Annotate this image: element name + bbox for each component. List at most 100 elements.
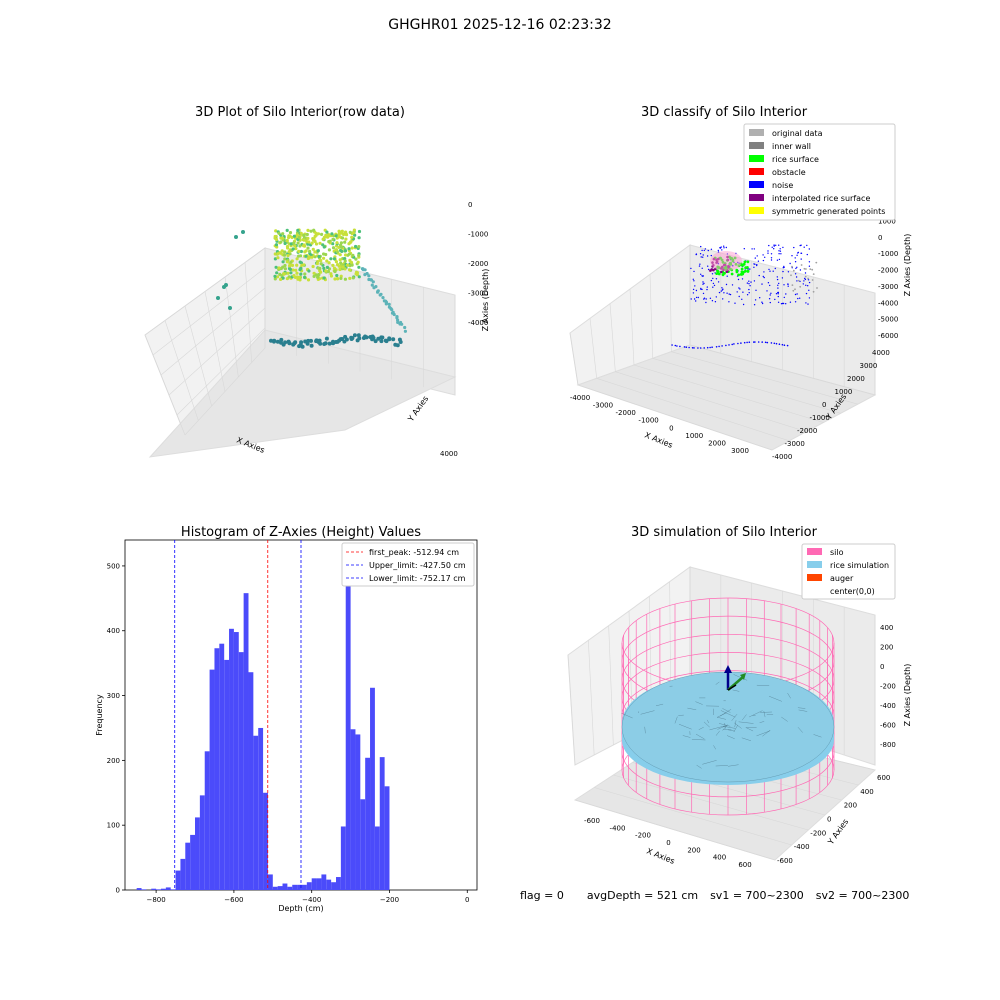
rice-mesh-line xyxy=(745,727,754,732)
noise-point xyxy=(676,345,678,347)
noise-point xyxy=(699,253,702,255)
raw-ztick: -2000 xyxy=(468,260,488,268)
noise-point xyxy=(703,249,705,252)
noise-point xyxy=(725,246,727,249)
simulation-3d-panel: 3D simulation of Silo Interior -600-400-… xyxy=(567,525,912,869)
noise-point xyxy=(762,259,765,262)
histogram-legend xyxy=(341,542,475,587)
noise-point xyxy=(748,341,751,343)
noise-point xyxy=(748,288,750,291)
raw-point xyxy=(327,341,332,346)
raw-point xyxy=(390,308,394,312)
rice-surface-point xyxy=(746,266,749,269)
rice-mesh-line xyxy=(727,729,735,732)
raw-point xyxy=(325,230,329,234)
legend-swatch xyxy=(749,168,764,175)
noise-point xyxy=(702,254,704,256)
rice-mesh-line xyxy=(715,730,720,736)
histogram-bar xyxy=(233,632,239,890)
original-point xyxy=(807,277,809,280)
noise-point xyxy=(706,255,709,257)
rice-mesh-line xyxy=(713,745,716,750)
noise-point xyxy=(695,289,698,292)
raw-point xyxy=(287,250,291,254)
noise-point xyxy=(780,253,782,255)
noise-point xyxy=(771,246,773,248)
raw-point xyxy=(281,232,285,236)
raw-point xyxy=(276,252,280,256)
noise-point xyxy=(799,297,801,299)
noise-point xyxy=(800,252,802,254)
noise-point xyxy=(738,295,740,298)
rice-mesh-line xyxy=(741,737,752,741)
raw-point xyxy=(367,274,371,278)
histogram-bar xyxy=(214,648,220,890)
noise-point xyxy=(804,272,807,274)
raw-point xyxy=(316,249,320,253)
simulation-xtick: 200 xyxy=(687,846,700,854)
noise-point xyxy=(741,298,743,300)
noise-point xyxy=(758,274,760,277)
raw-point xyxy=(380,335,385,340)
rice-mesh-line xyxy=(797,707,806,709)
noise-point xyxy=(806,244,808,247)
noise-point xyxy=(756,255,758,257)
noise-point xyxy=(691,347,694,349)
noise-point xyxy=(807,303,809,305)
raw-point xyxy=(310,255,314,259)
classify-yticks: -4000 -3000 -2000 -1000 0 1000 2000 3000 4000 xyxy=(772,349,890,461)
noise-point xyxy=(721,289,724,291)
noise-point xyxy=(756,264,758,267)
noise-point xyxy=(787,271,790,273)
rice-mesh-line xyxy=(728,764,739,767)
noise-point xyxy=(733,343,735,345)
noise-point xyxy=(695,296,698,299)
noise-point xyxy=(767,252,769,254)
noise-point xyxy=(695,300,697,302)
noise-point xyxy=(712,277,714,280)
raw-point xyxy=(279,240,283,244)
original-point xyxy=(799,285,802,288)
noise-point xyxy=(710,248,713,250)
raw-point xyxy=(309,343,314,348)
grid-line xyxy=(594,787,792,846)
raw-ztick: 0 xyxy=(468,201,472,209)
raw-point xyxy=(371,335,376,340)
raw-point xyxy=(357,236,361,240)
noise-point xyxy=(766,341,769,344)
raw-point xyxy=(371,280,375,284)
grid-line xyxy=(649,274,653,359)
raw-point xyxy=(396,320,400,324)
noise-point xyxy=(753,248,755,250)
noise-point xyxy=(755,289,757,291)
raw-point xyxy=(338,258,342,262)
noise-point xyxy=(793,246,795,249)
histogram-plot-area: −800 −600 −400 −200 0 0 100 200 300 400 500 first_p… xyxy=(107,539,478,904)
raw-point xyxy=(289,271,293,275)
raw-point xyxy=(283,250,287,254)
legend-swatch xyxy=(749,142,764,149)
raw-point xyxy=(352,228,356,232)
noise-point xyxy=(736,291,738,293)
histogram-bar xyxy=(331,882,336,890)
raw-ztick: -4000 xyxy=(468,319,488,327)
noise-point xyxy=(794,261,797,263)
raw-point xyxy=(281,236,285,240)
histogram-bar xyxy=(204,751,210,890)
histogram-bar xyxy=(165,887,171,890)
classify-3d-panel: 3D classify of Silo Interior -4000-3000-… xyxy=(569,105,912,461)
raw-zlabel: Z Axies (Depth) xyxy=(481,269,490,332)
classify-xtick: 1000 xyxy=(685,432,703,440)
raw-point xyxy=(331,242,335,246)
raw-point xyxy=(350,235,354,239)
simulation-ytick: 0 xyxy=(827,816,831,824)
raw-point xyxy=(295,271,299,275)
raw-yticks: -4000-2000020004000 xyxy=(440,450,458,458)
noise-point xyxy=(770,342,773,344)
raw-point xyxy=(296,277,300,281)
noise-point xyxy=(702,292,705,295)
raw-point xyxy=(344,253,348,257)
classify-zlabel: Z Axies (Depth) xyxy=(903,234,912,297)
simulation-xtick: 400 xyxy=(713,854,726,862)
raw-point xyxy=(340,236,345,240)
